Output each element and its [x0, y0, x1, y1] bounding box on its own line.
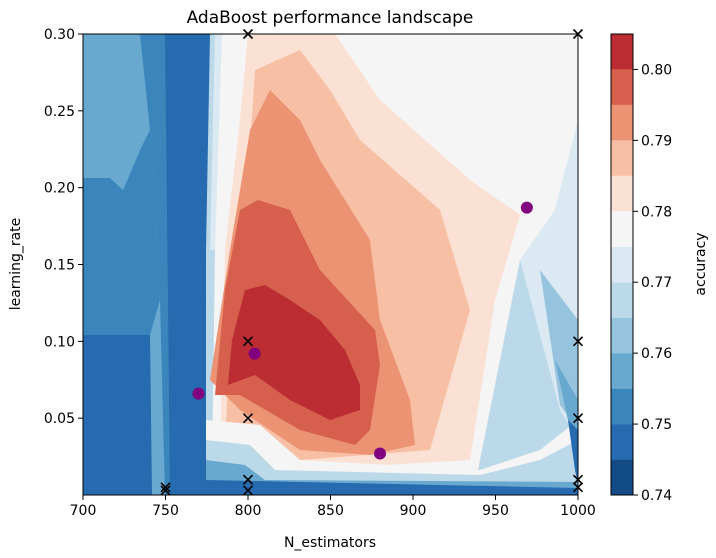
colorbar-segment — [611, 459, 633, 495]
sampled-points — [160, 28, 584, 496]
contour-band — [568, 420, 578, 485]
contour-band — [83, 130, 160, 335]
contour-band — [83, 34, 140, 190]
y-tick-label: 0.20 — [44, 181, 75, 197]
sampled-point-marker — [160, 485, 171, 496]
y-tick-label: 0.10 — [44, 334, 75, 350]
y-tick-label: 0.25 — [44, 104, 75, 120]
colorbar-segment — [611, 211, 633, 247]
highlight-point — [192, 387, 205, 400]
colorbar-tick-label: 0.78 — [641, 204, 672, 220]
y-tick-label: 0.05 — [44, 411, 75, 427]
colorbar-tick-label: 0.74 — [641, 488, 672, 504]
colorbar-tick-label: 0.79 — [641, 133, 672, 149]
x-tick-label: 900 — [400, 503, 427, 519]
sampled-point-marker — [160, 482, 171, 493]
y-tick-label: 0.30 — [44, 27, 75, 43]
colorbar-segment — [611, 388, 633, 425]
colorbar: 0.74 0.75 0.76 0.77 0.78 0.79 0.80 — [610, 33, 672, 504]
contour-band — [83, 335, 152, 495]
colorbar-segment — [611, 104, 633, 141]
highlight-point — [248, 347, 261, 360]
contour-band — [228, 285, 360, 420]
colorbar-segment — [611, 282, 633, 318]
x-axis: 700 750 800 850 900 950 1000 — [70, 495, 596, 519]
highlight-point — [374, 447, 386, 460]
colorbar-segment — [611, 317, 633, 354]
colorbar-label: accuracy — [693, 232, 709, 295]
x-tick-label: 800 — [235, 503, 262, 519]
sampled-point-marker — [242, 336, 254, 347]
sampled-point-marker — [242, 413, 254, 424]
colorbar-segment — [611, 353, 633, 389]
highlight-point — [520, 201, 533, 214]
colorbar-segment — [611, 424, 633, 460]
contour-band — [206, 480, 578, 495]
colorbar-segment — [611, 69, 633, 105]
y-axis-label: learning_rate — [8, 218, 24, 311]
x-tick-label: 850 — [317, 503, 344, 519]
x-axis-label: N_estimators — [284, 535, 376, 551]
colorbar-segment — [611, 140, 633, 176]
x-tick-label: 700 — [70, 503, 97, 519]
colorbar-segment — [611, 175, 633, 212]
x-tick-label: 950 — [482, 503, 509, 519]
highlight-points — [192, 201, 533, 460]
colorbar-tick-label: 0.76 — [641, 346, 672, 362]
y-axis: 0.05 0.10 0.15 0.20 0.25 0.30 — [44, 27, 83, 427]
chart-title: AdaBoost performance landscape — [187, 8, 474, 28]
contour-band — [165, 34, 210, 495]
colorbar-tick-label: 0.80 — [641, 62, 672, 78]
x-tick-label: 1000 — [560, 503, 596, 519]
sampled-point-marker — [242, 485, 254, 496]
colorbar-segment — [611, 34, 633, 70]
colorbar-tick-label: 0.77 — [641, 275, 672, 291]
colorbar-frame — [610, 33, 634, 496]
colorbar-tick-label: 0.75 — [641, 417, 672, 433]
contour-band — [555, 360, 578, 470]
colorbar-segment — [611, 246, 633, 283]
y-tick-label: 0.15 — [44, 258, 75, 274]
x-tick-label: 750 — [152, 503, 179, 519]
sampled-point-marker — [242, 474, 254, 485]
contour-plot-area — [83, 34, 578, 495]
